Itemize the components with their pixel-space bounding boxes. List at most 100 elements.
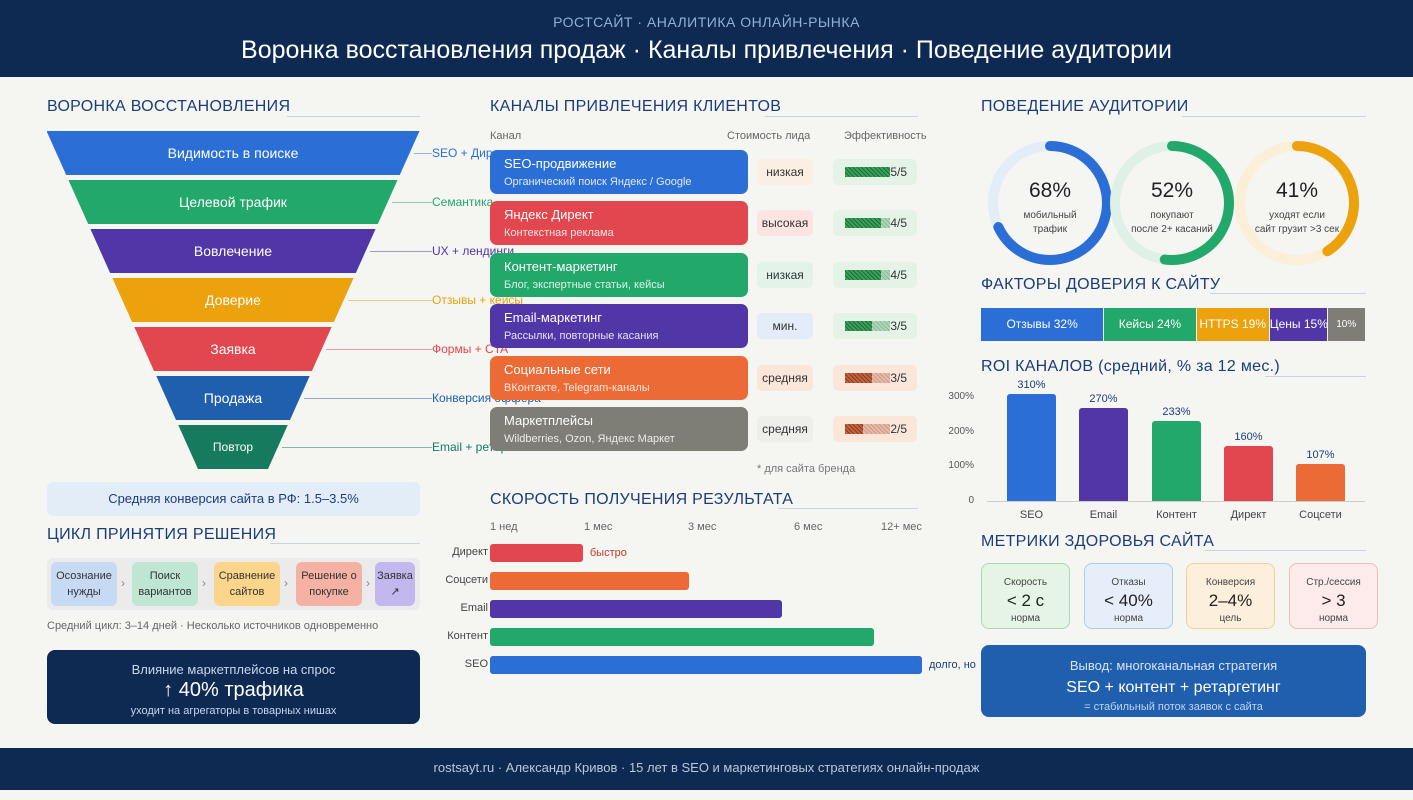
roi-y-tick: 200%	[948, 425, 974, 437]
funnel-stage: Продажа	[156, 376, 310, 420]
roi-bar-value: 233%	[1162, 405, 1191, 418]
chevron-right-icon: ›	[366, 576, 370, 590]
channel-desc: Wildberries, Ozon, Яндекс Маркет	[504, 433, 675, 445]
trust-segment: HTTPS 19%	[1196, 308, 1269, 341]
lead-cost-badge: низкая	[757, 261, 813, 288]
roi-bar	[1152, 420, 1201, 501]
efficiency-meter: 4/5	[833, 261, 917, 288]
trust-title: ФАКТОРЫ ДОВЕРИЯ К САЙТУ	[981, 276, 1221, 293]
cycle-note: Средний цикл: 3–14 дней · Несколько исто…	[47, 620, 379, 632]
efficiency-meter: 3/5	[833, 364, 917, 391]
health-metric-value: < 2 с	[1006, 591, 1045, 610]
efficiency-score: 4/5	[890, 216, 907, 231]
funnel-guide-line	[391, 202, 432, 203]
efficiency-fill	[845, 269, 881, 280]
efficiency-fill	[845, 372, 872, 383]
conclusion-box: Вывод: многоканальная стратегия SEO + ко…	[981, 645, 1366, 717]
lead-cost-badge: средняя	[757, 416, 813, 442]
channel-name: Маркетплейсы	[504, 413, 593, 428]
efficiency-fill	[845, 424, 863, 434]
health-metric-title: Отказы	[1111, 577, 1146, 588]
cycle-step: Решение о покупке	[296, 562, 362, 606]
efficiency-rest	[881, 269, 890, 280]
funnel-stage: Заявка	[134, 327, 332, 371]
cycle-step: Заявка ↗	[375, 562, 415, 606]
roi-title: ROI КАНАЛОВ (средний, % за 12 мес.)	[981, 358, 1280, 375]
trust-title-line	[1210, 293, 1366, 294]
efficiency-meter: 4/5	[833, 210, 917, 237]
channel-desc: Рассылки, повторные касания	[504, 330, 659, 343]
roi-bar	[1224, 445, 1273, 501]
conversion-box: Средняя конверсия сайта в РФ: 1.5–3.5%	[47, 482, 420, 516]
audience-title: ПОВЕДЕНИЕ АУДИТОРИИ	[981, 98, 1189, 115]
speed-title: СКОРОСТЬ ПОЛУЧЕНИЯ РЕЗУЛЬТАТА	[490, 491, 794, 508]
speed-bar	[490, 572, 689, 590]
donut-ring	[988, 141, 1112, 265]
donut-percent: 52%	[1150, 179, 1194, 202]
donut-caption-line2: трафик	[1033, 224, 1067, 235]
donut-caption: уходят если сайт грузит >3 сек	[1242, 209, 1352, 237]
donut-percent: 68%	[1028, 179, 1072, 202]
funnel-stage: Целевой трафик	[68, 180, 398, 224]
channel-card: Маркетплейсы Wildberries, Ozon, Яндекс Ма…	[490, 407, 748, 451]
marketplace-line3: уходит на агрегаторы в товарных нишах	[130, 705, 337, 717]
speed-tick-label: 3 мес	[688, 521, 717, 533]
funnel-stage: Доверие	[112, 278, 354, 322]
health-metric-sub: норма	[1318, 613, 1349, 624]
efficiency-score: 3/5	[890, 319, 907, 334]
health-metric-title: Стр./сессия	[1306, 577, 1361, 588]
funnel-guide-line	[369, 251, 432, 252]
donut-label: 68% мобильный трафик	[995, 179, 1105, 237]
trust-segment: 10%	[1327, 308, 1365, 341]
donut-caption-line2: после 2+ касаний	[1131, 224, 1213, 235]
efficiency-rest	[872, 321, 890, 332]
speed-tick-label: 12+ мес	[881, 521, 922, 533]
health-metric-title: Скорость	[1003, 577, 1048, 588]
channel-card: Контент-маркетинг Блог, экспертные статьи…	[490, 252, 748, 297]
funnel-guide-line	[413, 153, 432, 154]
col-cost-header: Стоимость лида	[727, 130, 811, 142]
lead-cost-badge: средняя	[757, 364, 813, 391]
channel-desc: Органический поиск Яндекс / Google	[504, 176, 692, 188]
speed-bar-label: Email	[460, 602, 488, 614]
conclusion-line3: = стабильный поток заявок с сайта	[1084, 701, 1263, 713]
audience-title-line	[1182, 116, 1366, 117]
lead-cost-badge: мин.	[757, 313, 813, 340]
channels-title-line	[765, 116, 918, 117]
donut-caption-line1: мобильный	[1023, 210, 1077, 221]
donut-arc	[1110, 141, 1234, 265]
funnel-note: Семантика	[432, 195, 494, 209]
efficiency-meter: 3/5	[833, 313, 917, 340]
efficiency-meter: 5/5	[833, 159, 917, 185]
lead-cost-badge: высокая	[757, 210, 813, 237]
roi-category-label: SEO	[1019, 509, 1044, 521]
cycle-step: Осознание нужды	[51, 562, 117, 606]
funnel-stage: Видимость в поиске	[46, 131, 420, 175]
funnel-guide-line	[347, 300, 432, 301]
funnel-title-line	[287, 116, 420, 117]
efficiency-score: 2/5	[890, 422, 907, 436]
roi-bar	[1007, 394, 1056, 501]
donut-ring	[1235, 141, 1359, 265]
donut-label: 52% покупают после 2+ касаний	[1117, 179, 1227, 237]
health-metric-card: Отказы < 40% норма	[1084, 563, 1173, 629]
roi-axis-line	[987, 501, 1365, 502]
roi-title-line	[1265, 376, 1366, 377]
donut-caption: покупают после 2+ касаний	[1117, 209, 1227, 237]
roi-category-label: Директ	[1230, 509, 1267, 521]
channel-name: Яндекс Директ	[504, 207, 594, 223]
roi-bar	[1296, 464, 1345, 501]
roi-bar-value: 310%	[1017, 379, 1046, 391]
health-metric-value: > 3	[1321, 591, 1346, 610]
efficiency-meter: 2/5	[833, 416, 917, 442]
health-metric-sub: норма	[1113, 613, 1144, 624]
health-metric-sub: цель	[1219, 613, 1242, 624]
cycle-step: Поиск вариантов	[132, 562, 198, 606]
header: РОСТСАЙТ · АНАЛИТИКА ОНЛАЙН-РЫНКА Воронк…	[0, 0, 1413, 77]
marketplace-line2: ↑ 40% трафика	[163, 679, 304, 701]
speed-bar-label: Соцсети	[445, 574, 488, 586]
donut-ring	[1110, 141, 1234, 265]
health-metric-sub: норма	[1010, 613, 1041, 624]
speed-bar-label: SEO	[464, 658, 488, 670]
lead-cost-badge: низкая	[757, 159, 813, 185]
